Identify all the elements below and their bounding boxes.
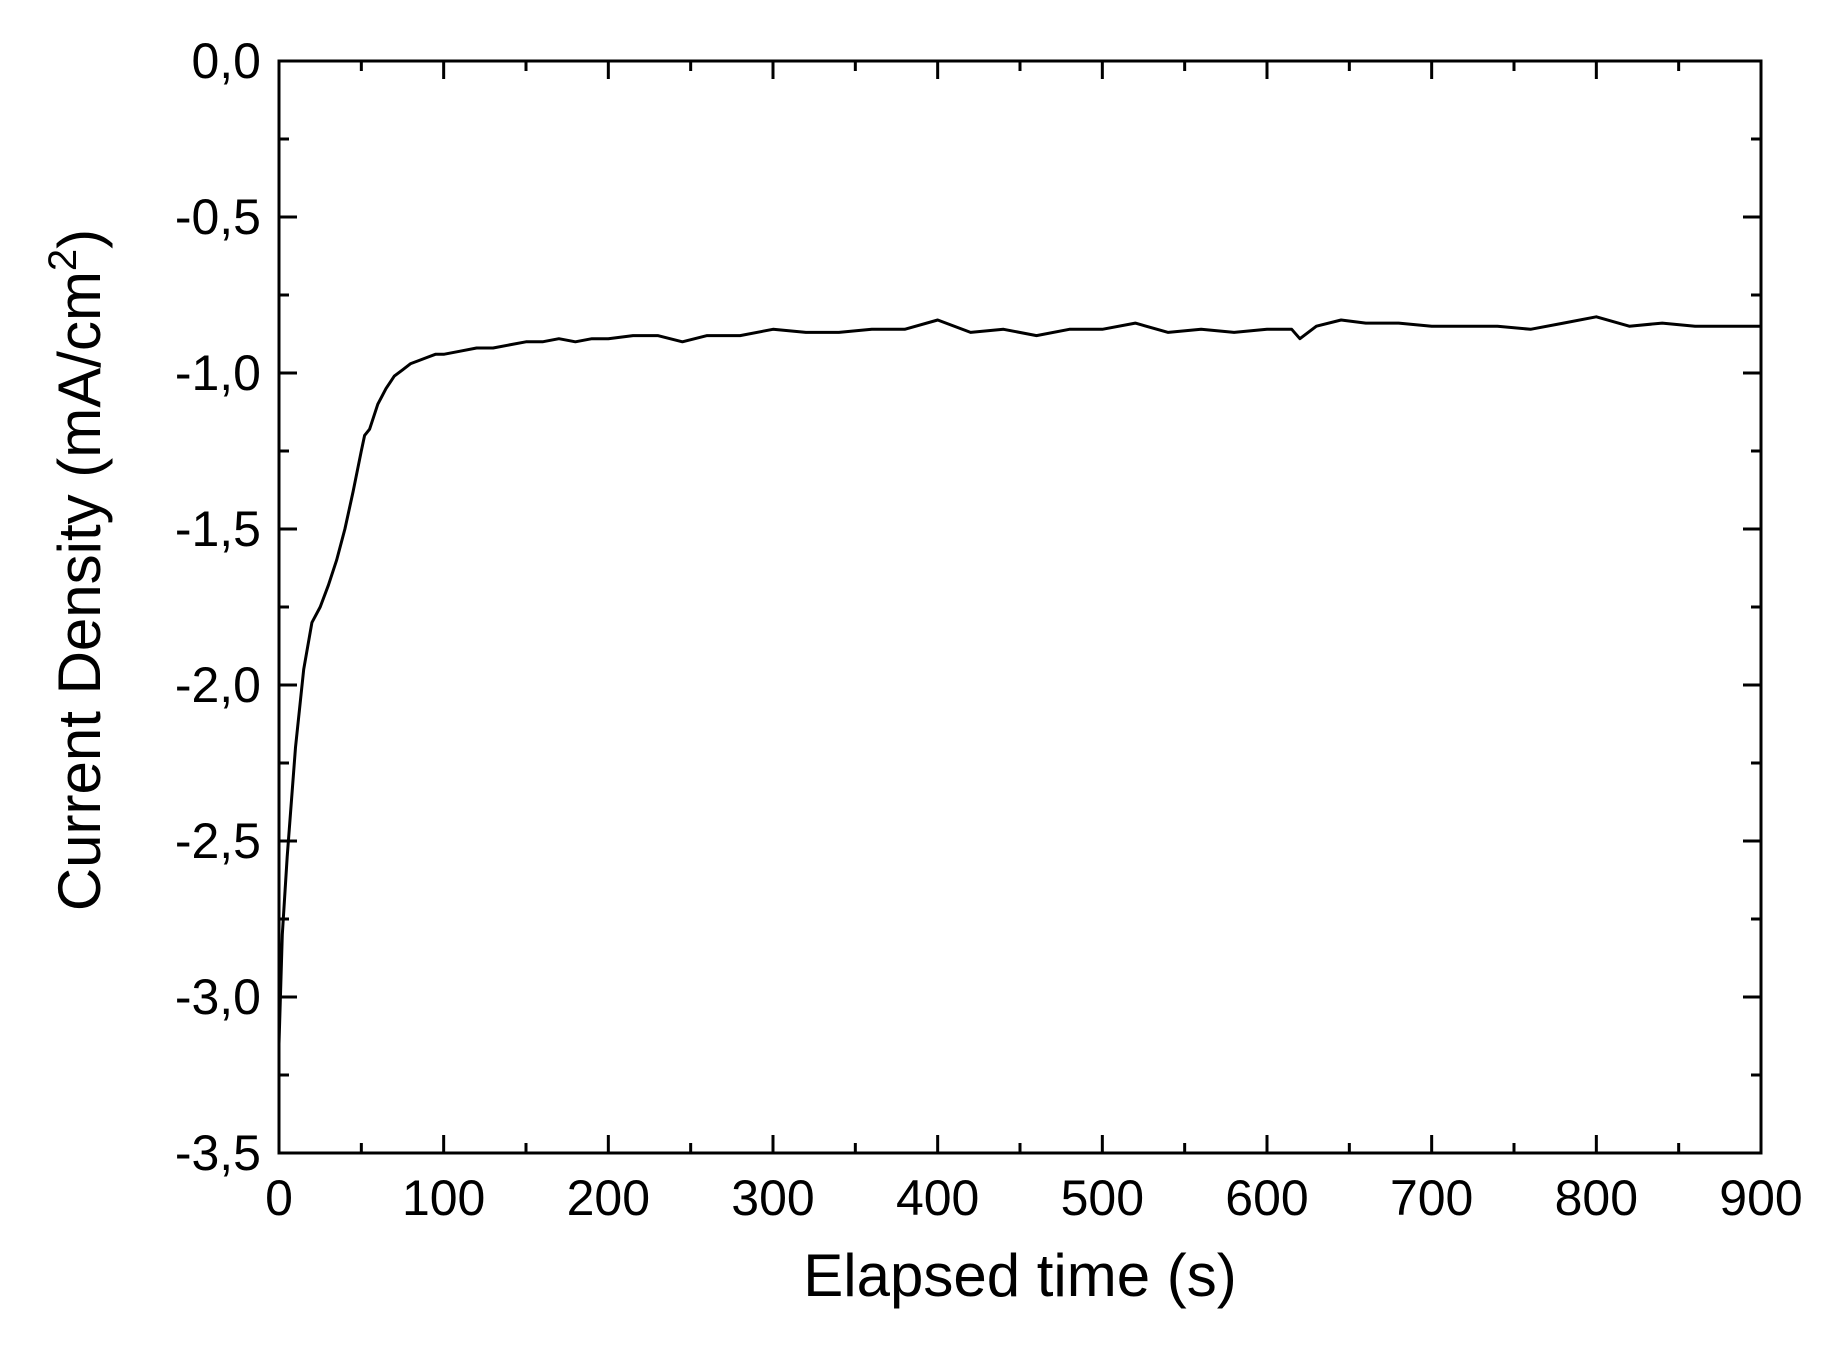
y-axis-title-close: ) xyxy=(46,229,113,249)
x-axis-title: Elapsed time (s) xyxy=(803,1242,1236,1309)
y-axis-title-superscript: 2 xyxy=(41,249,85,271)
plot-frame xyxy=(277,59,1763,1155)
x-tick-label: 900 xyxy=(1719,1170,1802,1226)
current-density-line xyxy=(277,315,1761,1044)
x-tick-label: 800 xyxy=(1555,1170,1638,1226)
x-axis-ticks xyxy=(277,61,1763,1153)
y-tick-label: -3,0 xyxy=(175,969,261,1025)
x-tick-label: 700 xyxy=(1390,1170,1473,1226)
y-tick-label: 0,0 xyxy=(191,33,261,89)
y-tick-label: -2,0 xyxy=(175,657,261,713)
y-axis-title-main: Current Density (mA/cm xyxy=(46,271,113,911)
y-axis-title: Current Density (mA/cm2) xyxy=(41,229,113,911)
y-axis-tick-labels: 0,0 -0,5 -1,0 -1,5 -2,0 -2,5 -3,0 -3,5 xyxy=(175,33,261,1181)
x-tick-label: 300 xyxy=(731,1170,814,1226)
y-tick-label: -1,5 xyxy=(175,501,261,557)
y-tick-label: -2,5 xyxy=(175,813,261,869)
x-axis-tick-labels: 0 100 200 300 400 500 600 700 800 900 xyxy=(265,1170,1803,1226)
x-tick-label: 200 xyxy=(567,1170,650,1226)
y-tick-label: -1,0 xyxy=(175,345,261,401)
y-axis-ticks xyxy=(279,59,1761,1155)
y-tick-label: -0,5 xyxy=(175,189,261,245)
x-tick-label: 600 xyxy=(1225,1170,1308,1226)
y-tick-label: -3,5 xyxy=(175,1125,261,1181)
x-tick-label: 500 xyxy=(1061,1170,1144,1226)
x-tick-label: 0 xyxy=(265,1170,293,1226)
x-tick-label: 400 xyxy=(896,1170,979,1226)
x-tick-label: 100 xyxy=(402,1170,485,1226)
